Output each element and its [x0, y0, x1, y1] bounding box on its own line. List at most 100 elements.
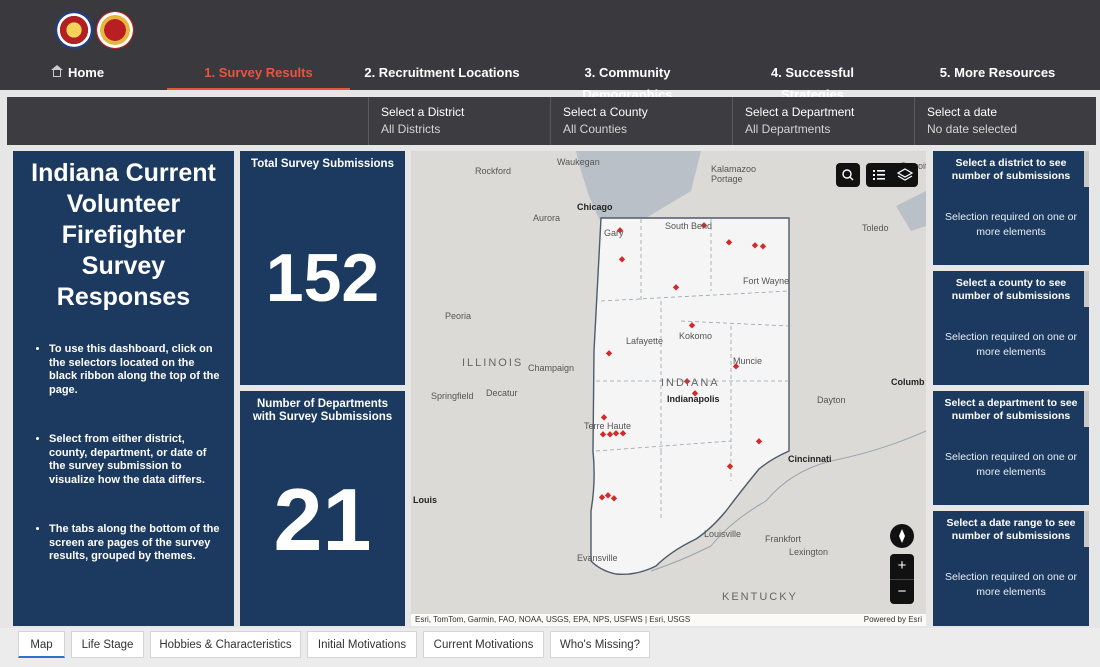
legend-button[interactable]: [866, 163, 892, 187]
filter-ribbon: Select a District All Districts Select a…: [7, 97, 1096, 145]
tab-initial-motivations[interactable]: Initial Motivations: [307, 631, 417, 658]
map-label-indiana: INDIANA: [661, 377, 720, 389]
date-submissions-card: Select a date range to see number of sub…: [933, 511, 1089, 626]
date-card-title: Select a date range to see number of sub…: [946, 517, 1076, 542]
tab-hobbies-characteristics[interactable]: Hobbies & Characteristics: [150, 631, 301, 658]
map-marker: [755, 438, 763, 445]
scrollbar[interactable]: [1084, 151, 1089, 187]
total-submissions-panel: Total Survey Submissions 152: [240, 151, 405, 385]
map-tools-group: [866, 163, 918, 187]
district-selector[interactable]: Select a District All Districts: [368, 97, 550, 145]
ohio-river: [650, 430, 926, 572]
department-card-title: Select a department to see number of sub…: [944, 397, 1078, 422]
map-label-louisville: Louisville: [704, 529, 742, 539]
county-selector[interactable]: Select a County All Counties: [550, 97, 732, 145]
total-submissions-title: Total Survey Submissions: [251, 158, 394, 170]
map-label-kokomo: Kokomo: [679, 331, 713, 341]
map-label-dayton: Dayton: [817, 395, 846, 405]
layers-button[interactable]: [892, 163, 918, 187]
dashboard-title: Indiana Current Volunteer Firefighter Su…: [31, 159, 216, 311]
nav-more-resources[interactable]: 5. More Resources: [939, 65, 1056, 80]
map-label-kalamazoo: Kalamazoo Portage: [711, 164, 757, 184]
map-label-gary: Gary: [604, 228, 624, 238]
departments-panel: Number of Departments with Survey Submis…: [240, 391, 405, 626]
search-icon: [842, 169, 854, 181]
instruction-item: Select from either district, county, dep…: [49, 433, 224, 487]
district-selector-title: Select a District: [381, 105, 465, 119]
zoom-out-button[interactable]: −: [890, 579, 914, 605]
tab-whos-missing[interactable]: Who's Missing?: [550, 631, 650, 658]
tab-current-motivations[interactable]: Current Motivations: [423, 631, 544, 658]
district-card-title: Select a district to see number of submi…: [951, 157, 1071, 182]
map-label-peoria: Peoria: [445, 311, 472, 321]
county-card-title: Select a county to see number of submiss…: [951, 277, 1071, 302]
compass-button[interactable]: [890, 524, 914, 548]
powered-by-esri[interactable]: Powered by Esri: [863, 615, 922, 624]
nav-community-demographics[interactable]: 3. Community Demographics: [582, 65, 673, 102]
nav-successful-strategies[interactable]: 4. Successful Strategies: [770, 65, 855, 102]
scrollbar[interactable]: [1084, 391, 1089, 427]
departments-value: 21: [273, 470, 372, 569]
map-label-aurora: Aurora: [533, 213, 561, 223]
tab-map[interactable]: Map: [18, 631, 65, 658]
date-selector-title: Select a date: [927, 105, 998, 119]
instruction-item: The tabs along the bottom of the screen …: [49, 523, 224, 564]
lake-erie: [896, 191, 926, 231]
map-label-decatur: Decatur: [486, 388, 518, 398]
county-selector-value: All Counties: [563, 122, 628, 136]
date-selector[interactable]: Select a date No date selected: [914, 97, 1096, 145]
map-label-frankfort: Frankfort: [765, 534, 802, 544]
map-label-chicago: Chicago: [577, 202, 613, 212]
map-attribution: Esri, TomTom, Garmin, FAO, NOAA, USGS, E…: [415, 615, 691, 624]
state-fire-marshal-logo: [96, 11, 134, 49]
legend-list-icon: [873, 170, 885, 180]
map-label-muncie: Muncie: [733, 356, 763, 366]
departments-title: Number of Departments with Survey Submis…: [252, 398, 393, 423]
tab-life-stage[interactable]: Life Stage: [71, 631, 144, 658]
county-card-value: Selection required on one or more elemen…: [945, 331, 1077, 358]
top-navigation-bar: Home 1. Survey Results 2. Recruitment Lo…: [0, 0, 1100, 102]
map-label-lexington: Lexington: [789, 547, 829, 557]
map-label-waukegan: Waukegan: [557, 157, 600, 167]
date-card-value: Selection required on one or more elemen…: [945, 571, 1077, 598]
map-label-kentucky: KENTUCKY: [722, 591, 798, 603]
compass-icon: [899, 529, 905, 543]
map-label-fort-wayne: Fort Wayne: [743, 276, 790, 286]
map-marker: [726, 463, 734, 470]
map-label-lafayette: Lafayette: [626, 336, 664, 346]
district-card-value: Selection required on one or more elemen…: [945, 211, 1077, 238]
map-label-champaign: Champaign: [528, 363, 575, 373]
lake-michigan: [576, 151, 701, 229]
map-label-springfield: Springfield: [431, 391, 474, 401]
map-label-st-louis: Louis: [413, 495, 437, 505]
map-label-indianapolis: Indianapolis: [667, 394, 720, 404]
instruction-item: To use this dashboard, click on the sele…: [49, 343, 224, 397]
indiana-outline: [590, 217, 790, 576]
map-search-button[interactable]: [836, 163, 860, 187]
submissions-map[interactable]: Waukegan Rockford Kalamazoo Portage Auro…: [411, 151, 926, 626]
map-label-toledo: Toledo: [862, 223, 889, 233]
scrollbar[interactable]: [1084, 511, 1089, 547]
department-selector[interactable]: Select a Department All Departments: [732, 97, 914, 145]
county-submissions-card: Select a county to see number of submiss…: [933, 271, 1089, 385]
district-submissions-card: Select a district to see number of submi…: [933, 151, 1089, 265]
map-label-south-bend: South Bend: [665, 221, 713, 231]
map-label-rockford: Rockford: [475, 166, 512, 176]
date-selector-value: No date selected: [927, 122, 1018, 136]
zoom-in-button[interactable]: +: [897, 557, 907, 574]
page-tab-bar: Map Life Stage Hobbies & Characteristics…: [0, 628, 1100, 667]
map-attribution-bar: Esri, TomTom, Garmin, FAO, NOAA, USGS, E…: [411, 614, 926, 626]
nav-home[interactable]: Home: [48, 62, 108, 88]
total-submissions-value: 152: [265, 240, 380, 316]
map-canvas: [576, 151, 926, 576]
scrollbar[interactable]: [1084, 271, 1089, 307]
county-selector-title: Select a County: [563, 105, 648, 119]
map-label-cincinnati: Cincinnati: [788, 454, 832, 464]
fire-department-logo: [55, 11, 93, 49]
department-card-value: Selection required on one or more elemen…: [945, 451, 1077, 478]
nav-survey-results[interactable]: 1. Survey Results: [167, 62, 350, 90]
nav-recruitment-locations[interactable]: 2. Recruitment Locations: [364, 65, 520, 80]
department-selector-title: Select a Department: [745, 105, 855, 119]
district-boundaries: [595, 219, 790, 521]
map-label-illinois: ILLINOIS: [462, 357, 524, 369]
